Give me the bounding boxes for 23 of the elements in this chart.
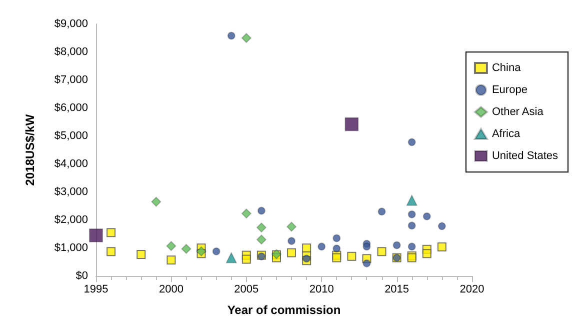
x-tick-label: 2010 (309, 284, 334, 296)
x-tick-label: 2000 (158, 284, 184, 296)
y-tick-label: $5,000 (54, 130, 88, 142)
legend-label: Other Asia (492, 106, 544, 118)
legend-label: United States (492, 150, 558, 162)
x-tick-label: 2015 (384, 284, 410, 296)
legend-label: Europe (492, 84, 528, 96)
y-tick-label: $6,000 (54, 102, 88, 114)
legend-label: China (492, 62, 522, 74)
x-tick-label: 2020 (460, 284, 484, 296)
y-tick-label: $3,000 (54, 186, 88, 198)
y-axis-title: 2018US$/kW (23, 114, 37, 186)
x-tick-label: 2005 (234, 284, 259, 296)
legend-label: Africa (492, 128, 521, 140)
y-tick-label: $2,000 (54, 214, 88, 226)
y-tick-label: $7,000 (54, 74, 88, 86)
y-tick-label: $4,000 (54, 158, 88, 170)
y-tick-label: $0 (76, 270, 88, 282)
y-tick-label: $1,000 (54, 242, 88, 254)
x-axis-title: Year of commission (227, 303, 341, 317)
y-tick-label: $9,000 (54, 18, 88, 30)
x-tick-label: 1995 (84, 284, 108, 296)
y-tick-label: $8,000 (54, 46, 88, 58)
